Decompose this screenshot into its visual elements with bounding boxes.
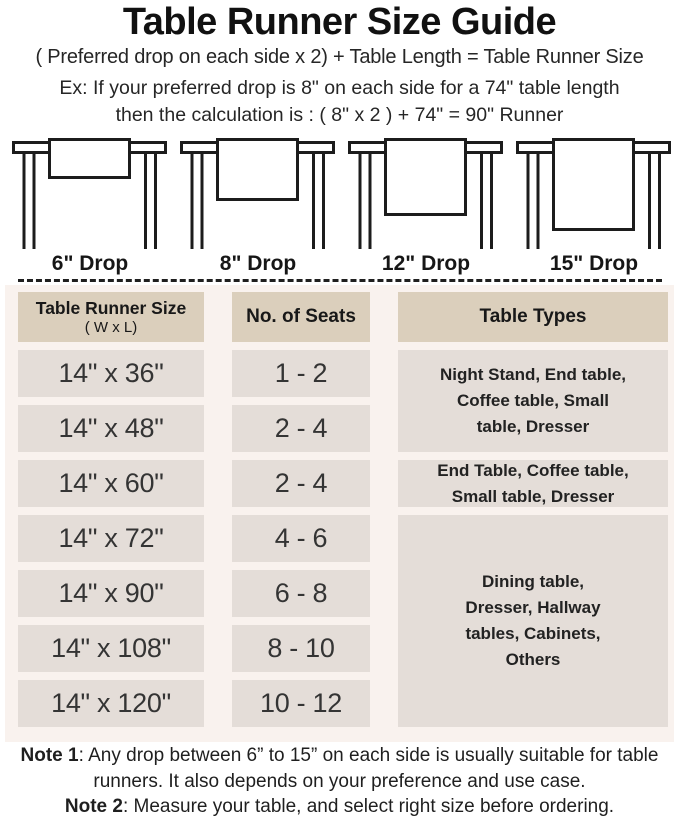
- column-header-seats: No. of Seats: [232, 292, 370, 342]
- table-icon: [12, 138, 167, 249]
- seats-cell: 2 - 4: [232, 460, 370, 507]
- drop-illustration: 6" Drop: [9, 138, 171, 278]
- column-header-size: Table Runner Size ( W x L): [18, 292, 204, 342]
- size-cell: 14" x 48": [18, 405, 204, 452]
- drop-illustrations: 6" Drop 8" Drop 12" Drop 15" Drop: [9, 138, 675, 278]
- seats-cell: 8 - 10: [232, 625, 370, 672]
- table-types-cell: Night Stand, End table, Coffee table, Sm…: [398, 350, 668, 452]
- drop-illustration: 12" Drop: [345, 138, 507, 278]
- note-1-label: Note 1: [20, 745, 79, 766]
- drop-label: 15" Drop: [549, 252, 639, 275]
- seats-cell: 4 - 6: [232, 515, 370, 562]
- drop-illustration: 8" Drop: [177, 138, 339, 278]
- dashed-divider: [18, 279, 662, 282]
- drop-label: 8" Drop: [219, 252, 297, 275]
- column-header-size-title: Table Runner Size: [35, 298, 187, 318]
- size-cell: 14" x 90": [18, 570, 204, 617]
- formula-example-line-1: Ex: If your preferred drop is 8" on each…: [59, 77, 620, 99]
- seats-cell: 2 - 4: [232, 405, 370, 452]
- table-icon: [516, 138, 671, 249]
- size-table: Table Runner Size ( W x L) No. of Seats …: [18, 292, 668, 727]
- note-2: Note 2: Measure your table, and select r…: [0, 794, 679, 820]
- seats-cell: 6 - 8: [232, 570, 370, 617]
- table-types-cell: Dining table, Dresser, Hallway tables, C…: [398, 515, 668, 727]
- page-title: Table Runner Size Guide: [122, 1, 557, 43]
- size-cell: 14" x 36": [18, 350, 204, 397]
- table-types-cell: End Table, Coffee table, Small table, Dr…: [398, 460, 668, 507]
- note-1: Note 1: Any drop between 6” to 15” on ea…: [0, 743, 679, 794]
- size-cell: 14" x 72": [18, 515, 204, 562]
- table-icon: [348, 138, 503, 249]
- drop-illustration: 15" Drop: [513, 138, 675, 278]
- note-2-text: : Measure your table, and select right s…: [122, 796, 615, 817]
- seats-cell: 1 - 2: [232, 350, 370, 397]
- drop-label: 6" Drop: [51, 252, 129, 275]
- table-icon: [180, 138, 335, 249]
- column-header-size-subtitle: ( W x L): [84, 319, 138, 336]
- size-cell: 14" x 108": [18, 625, 204, 672]
- size-cell: 14" x 120": [18, 680, 204, 727]
- seats-cell: 10 - 12: [232, 680, 370, 727]
- note-2-label: Note 2: [64, 796, 123, 817]
- notes: Note 1: Any drop between 6” to 15” on ea…: [0, 743, 679, 820]
- formula-line-1: ( Preferred drop on each side x 2) + Tab…: [35, 46, 644, 68]
- formula-example-line-2: then the calculation is : ( 8" x 2 ) + 7…: [115, 104, 564, 126]
- drop-label: 12" Drop: [381, 252, 471, 275]
- column-header-types: Table Types: [398, 292, 668, 342]
- note-1-text: : Any drop between 6” to 15” on each sid…: [78, 745, 659, 792]
- size-cell: 14" x 60": [18, 460, 204, 507]
